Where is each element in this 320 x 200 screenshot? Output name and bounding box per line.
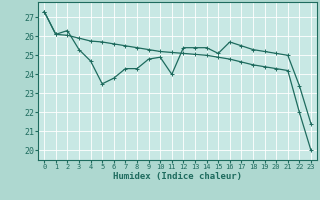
X-axis label: Humidex (Indice chaleur): Humidex (Indice chaleur) bbox=[113, 172, 242, 181]
